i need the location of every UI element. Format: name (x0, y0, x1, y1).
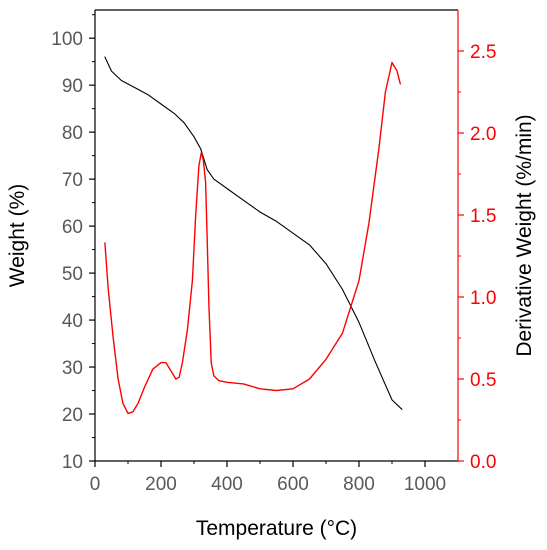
y2-tick-label: 2.0 (470, 124, 496, 145)
x-tick-label: 200 (145, 474, 177, 495)
y-tick-label: 60 (62, 217, 83, 238)
x-tick-label: 400 (211, 474, 243, 495)
y-tick-label: 90 (62, 76, 83, 97)
y2-tick-label: 2.5 (470, 42, 496, 63)
x-axis-title: Temperature (°C) (196, 517, 357, 540)
weight-line (104, 56, 403, 410)
y2-tick-label: 0.5 (470, 370, 496, 391)
plot-frame (94, 9, 459, 462)
y-tick-label: 30 (62, 358, 83, 379)
axis-ticks: 0 200 400 600 800 1000 10 20 30 40 50 60 70 80 90 100 0.… (51, 14, 496, 495)
y-tick-label: 70 (62, 170, 83, 191)
y2-tick-label: 0.0 (470, 452, 496, 473)
y-tick-label: 10 (62, 452, 83, 473)
y-axis-title: Weight (%) (6, 184, 29, 287)
y2-tick-label: 1.5 (470, 206, 496, 227)
y-tick-label: 100 (51, 29, 83, 50)
y-tick-label: 50 (62, 264, 83, 285)
x-tick-label: 800 (343, 474, 375, 495)
series-layer (104, 56, 403, 415)
y-tick-label: 40 (62, 311, 83, 332)
derivative-weight-line (104, 61, 401, 415)
x-tick-label: 0 (90, 474, 101, 495)
x-tick-label: 1000 (404, 474, 446, 495)
y2-axis-title: Derivative Weight (%/min) (513, 114, 536, 356)
y-tick-label: 20 (62, 405, 83, 426)
y-tick-label: 80 (62, 123, 83, 144)
y2-tick-label: 1.0 (470, 288, 496, 309)
x-tick-label: 600 (277, 474, 309, 495)
